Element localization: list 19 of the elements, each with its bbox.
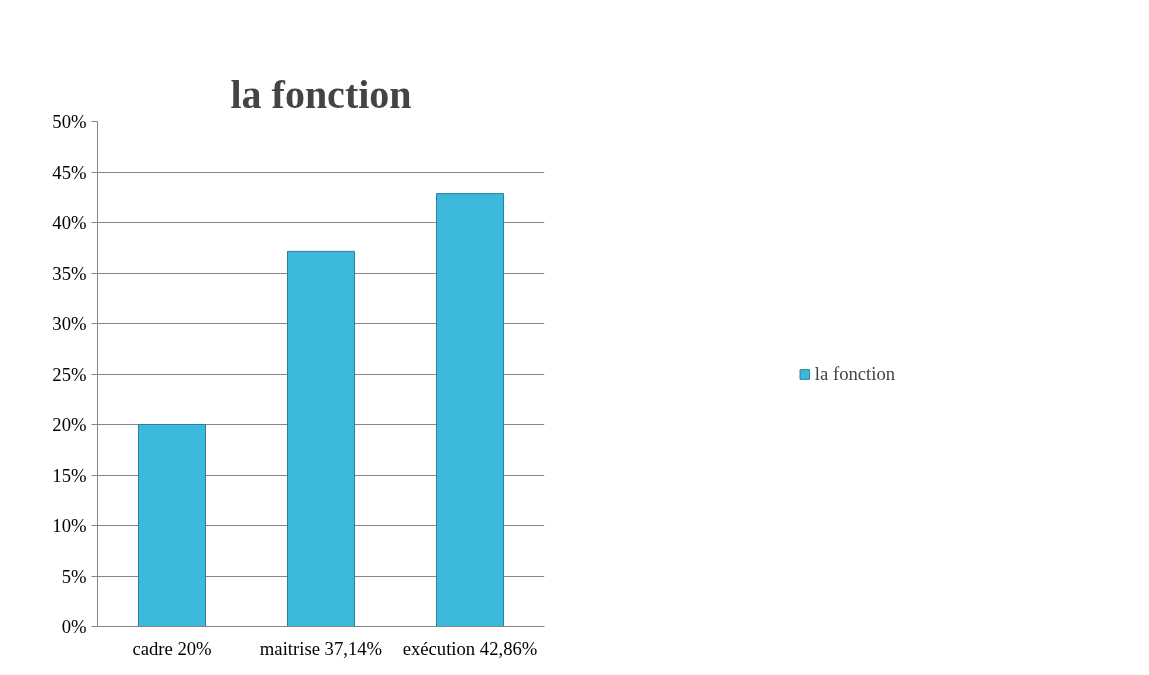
y-tick-label: 0% — [61, 616, 87, 637]
y-tick-label: 30% — [52, 313, 87, 334]
legend-label: la fonction — [814, 362, 896, 385]
y-tick-label: 10% — [52, 515, 87, 536]
y-tick-label: 5% — [61, 565, 87, 587]
y-tick-label: 25% — [52, 363, 87, 385]
y-tick-label: 45% — [52, 161, 87, 183]
x-tick-label: exécution 42,86% — [402, 637, 538, 659]
x-tick-label: cadre 20% — [132, 637, 212, 659]
bar — [286, 250, 356, 627]
y-tick-label: 20% — [52, 414, 87, 435]
bar — [435, 193, 505, 627]
chart-title: la fonction — [230, 71, 412, 117]
y-tick-label: 50% — [52, 111, 87, 132]
x-tick-label: maitrise 37,14% — [259, 637, 383, 659]
y-tick-label: 40% — [52, 212, 87, 233]
y-tick-label: 15% — [52, 464, 87, 486]
y-tick-label: 35% — [52, 262, 87, 284]
bar — [137, 424, 207, 627]
